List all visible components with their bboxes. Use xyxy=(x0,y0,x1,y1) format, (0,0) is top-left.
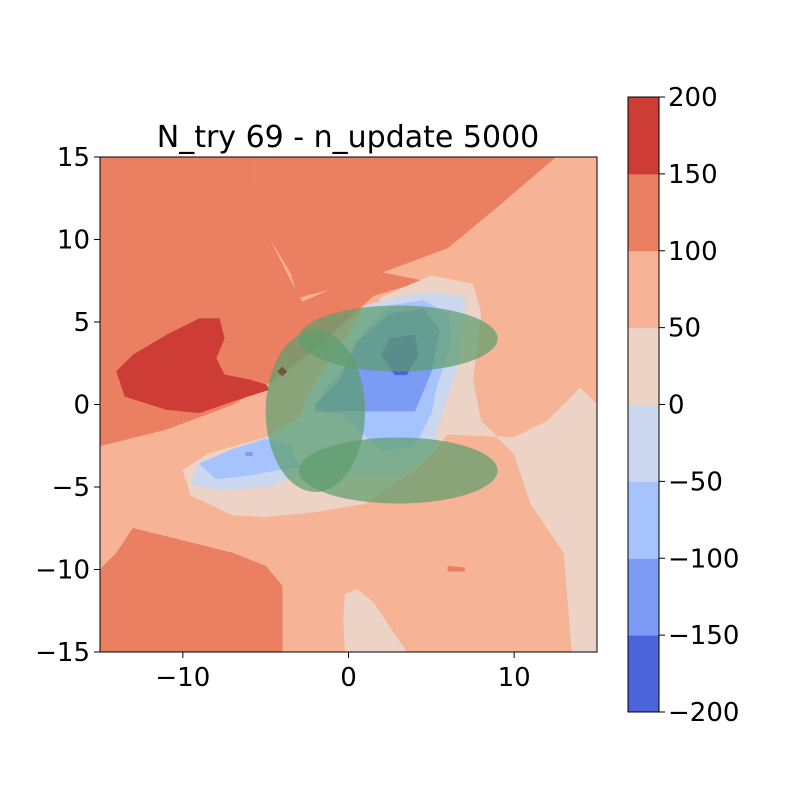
colorbar-band xyxy=(628,481,659,559)
colorbar: −200 −150 −100 −50 0 50 100 150 200 xyxy=(627,83,739,728)
colorbar-band xyxy=(628,250,659,329)
colorbar-tick-label: 100 xyxy=(668,237,718,267)
colorbar-band xyxy=(628,558,659,636)
chart-title: N_try 69 - n_update 5000 xyxy=(157,120,540,155)
contour-region-small-mark-left-minus150 xyxy=(245,451,253,457)
colorbar-tick-label: −100 xyxy=(668,544,739,574)
colorbar-tick-label: 0 xyxy=(668,391,685,421)
colorbar-tick-label: 50 xyxy=(668,314,701,344)
y-tick-label: 5 xyxy=(73,308,90,338)
colorbar-band xyxy=(628,404,659,482)
colorbar-tick-label: −200 xyxy=(668,698,739,728)
x-tick-label: 0 xyxy=(340,663,357,693)
colorbar-tick-label: 200 xyxy=(668,83,718,113)
colorbar-band xyxy=(628,327,659,405)
colorbar-band xyxy=(628,97,659,175)
y-tick-label: 15 xyxy=(57,143,90,173)
y-axis: −15 −10 −5 0 5 10 15 xyxy=(35,143,100,668)
colorbar-tick-label: −150 xyxy=(668,621,739,651)
contour-region-bottom-left-100-150 xyxy=(100,527,283,652)
plot-area xyxy=(99,156,598,653)
x-axis: −10 0 10 xyxy=(155,652,531,693)
marker-1 xyxy=(277,366,288,377)
ellipse-overlays xyxy=(265,305,498,504)
y-tick-label: 10 xyxy=(57,226,90,256)
contour-region-small-spot-100-150 xyxy=(447,565,465,572)
y-tick-label: −10 xyxy=(35,556,90,586)
colorbar-band xyxy=(628,173,659,252)
y-tick-label: −15 xyxy=(35,638,90,668)
contour-region-bottom-middle-0-50 xyxy=(343,588,407,652)
colorbar-tick-label: −50 xyxy=(668,467,723,497)
y-tick-label: 0 xyxy=(73,391,90,421)
x-tick-label: 10 xyxy=(498,663,531,693)
colorbar-band xyxy=(628,635,659,713)
x-tick-label: −10 xyxy=(155,663,210,693)
colorbar-tick-label: 150 xyxy=(668,160,718,190)
point-markers xyxy=(277,366,288,377)
y-tick-label: −5 xyxy=(52,473,90,503)
ellipse-3 xyxy=(298,437,498,504)
contour-region-upper-left-150-200 xyxy=(116,318,270,414)
